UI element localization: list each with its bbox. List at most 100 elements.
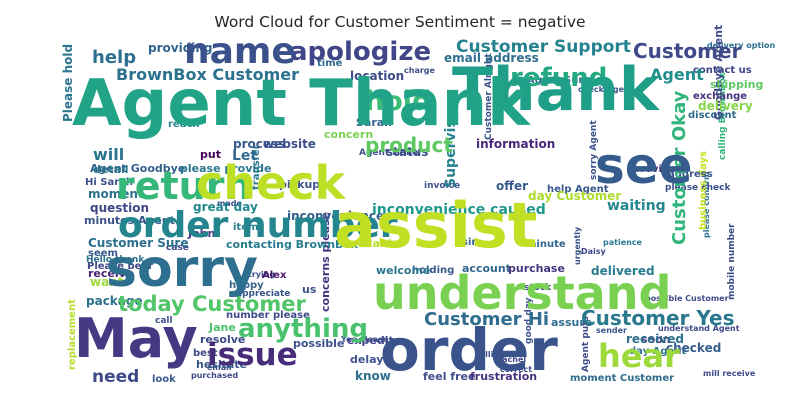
word-location: location xyxy=(350,69,404,83)
word-help: help xyxy=(92,47,136,68)
word-put: put xyxy=(200,148,221,161)
word-reach: reach xyxy=(168,119,200,130)
word-yes-please: Yes please xyxy=(340,335,389,344)
word-calling: calling xyxy=(475,350,505,359)
word-email: email xyxy=(207,363,232,372)
word-customer-support: Customer Support xyxy=(456,37,631,57)
word-assure: assure xyxy=(551,316,592,329)
word-hi-sarah: Hi Sarah xyxy=(85,177,133,188)
word-time: time xyxy=(317,58,343,69)
word-apologize: apologize xyxy=(290,37,431,67)
word-delivered: delivered xyxy=(591,264,655,278)
word-stock: stock xyxy=(524,283,552,293)
word-thank: Thank xyxy=(452,55,661,125)
word-question: question xyxy=(90,201,149,215)
word-information: information xyxy=(476,137,555,151)
word-package: package xyxy=(86,294,143,308)
word-hold: hold xyxy=(365,86,431,117)
word-agent-puts: Agent puts xyxy=(581,316,591,372)
word-happy: happy xyxy=(229,280,264,291)
word-status: status xyxy=(386,145,428,159)
word-received: received xyxy=(626,332,684,346)
word-great-day: great day xyxy=(193,200,258,214)
word-john: John xyxy=(187,227,215,240)
word-anything: anything xyxy=(238,314,368,344)
word-look: look xyxy=(152,374,176,385)
word-mill-receive: mill receive xyxy=(703,369,756,378)
word-agent-goodbye: Agent Goodbye xyxy=(90,162,185,175)
word-hesitate: hesitate xyxy=(196,358,247,371)
word-product: product xyxy=(365,133,453,157)
word-mobile-number: mobile number xyxy=(727,223,737,300)
word-please-hold: Please hold xyxy=(61,44,75,122)
word-please-provide: please provide xyxy=(180,162,272,175)
word-transfer: transfer xyxy=(251,144,262,190)
word-soon: soon xyxy=(641,333,671,346)
word-providing: providing xyxy=(148,41,213,55)
word-alex: Alex xyxy=(262,270,287,281)
word-brownbox-customer: BrownBox Customer xyxy=(116,65,299,84)
word-delivery: delivery xyxy=(698,99,753,113)
word-customer-sure: Customer Sure xyxy=(88,236,188,250)
word-want: want xyxy=(90,275,124,289)
word-possible: possible xyxy=(293,337,344,350)
word-sender: sender xyxy=(596,326,627,335)
word-goodbye-agent: Goodbye Agent xyxy=(712,25,725,120)
word-know: know xyxy=(355,369,391,383)
word-account: account xyxy=(462,262,511,275)
word-checked: checked xyxy=(666,341,721,355)
word-case: case xyxy=(166,243,189,253)
word-patience: patience xyxy=(603,238,643,247)
chart-title: Word Cloud for Customer Sentiment = nega… xyxy=(214,13,586,31)
word-provide: provide xyxy=(633,164,676,175)
word-number-please: number please xyxy=(226,310,310,321)
word-replacement: replacement xyxy=(67,299,78,370)
word-help-agent: help Agent xyxy=(547,184,609,195)
word-made: made xyxy=(217,199,242,208)
word-moment-customer: moment Customer xyxy=(570,373,674,384)
word-item: item xyxy=(233,222,258,233)
word-possible-customer: possible Customer xyxy=(645,294,729,303)
word-please-bear: Please bear xyxy=(87,261,153,272)
word-purchase: purchase xyxy=(508,262,565,275)
word-agent: Agent xyxy=(650,65,704,84)
word-may: May xyxy=(74,307,198,370)
word-charge: charge xyxy=(404,66,436,75)
word-customer-okay: Customer Okay xyxy=(669,90,690,245)
word-contact-us: contact us xyxy=(693,65,752,76)
word-available: available xyxy=(343,237,399,250)
word-day-customer: day Customer xyxy=(528,189,621,203)
word-email-address: email address xyxy=(444,51,539,65)
word-supervisor: Supervisor xyxy=(443,103,459,188)
word-inconvenience-caused: inconvenience caused xyxy=(372,202,546,218)
word-process: process xyxy=(233,137,285,151)
word-pickup: pickup xyxy=(279,178,320,191)
word-understand: understand xyxy=(373,266,671,320)
word-waiting: waiting xyxy=(607,198,666,214)
word-understand-agent: understand Agent xyxy=(658,324,740,333)
word-resolve: resolve xyxy=(200,333,245,346)
word-minutes-agent: minutes Agent xyxy=(84,214,175,227)
word-offer: offer xyxy=(496,179,528,193)
word-minute: minute xyxy=(526,239,566,250)
word-issue: issue xyxy=(207,337,298,373)
word-day-agent: day Agent xyxy=(629,346,686,357)
word-frustration: frustration xyxy=(470,370,537,383)
word-customer-alright: Customer Alright xyxy=(484,53,494,140)
word-order: order xyxy=(380,316,558,384)
word-sorry: sorry xyxy=(106,239,258,299)
word-good-day: good day xyxy=(524,297,534,344)
word-call: call xyxy=(155,316,173,326)
word-refund: refund xyxy=(510,63,607,93)
word-concerns-please: concerns please xyxy=(319,212,332,312)
word-correct: correct xyxy=(500,365,532,374)
word-concern: concern xyxy=(324,128,373,141)
word-assist: assist xyxy=(334,189,537,262)
word-urgently: urgently xyxy=(573,226,582,265)
word-please-confirm: please confirm xyxy=(702,172,711,238)
word-feel-free: feel free xyxy=(423,370,475,383)
word-purchased: purchased xyxy=(191,371,238,380)
word-need: need xyxy=(92,367,139,387)
word-sorry-agent: sorry Agent xyxy=(589,120,599,180)
